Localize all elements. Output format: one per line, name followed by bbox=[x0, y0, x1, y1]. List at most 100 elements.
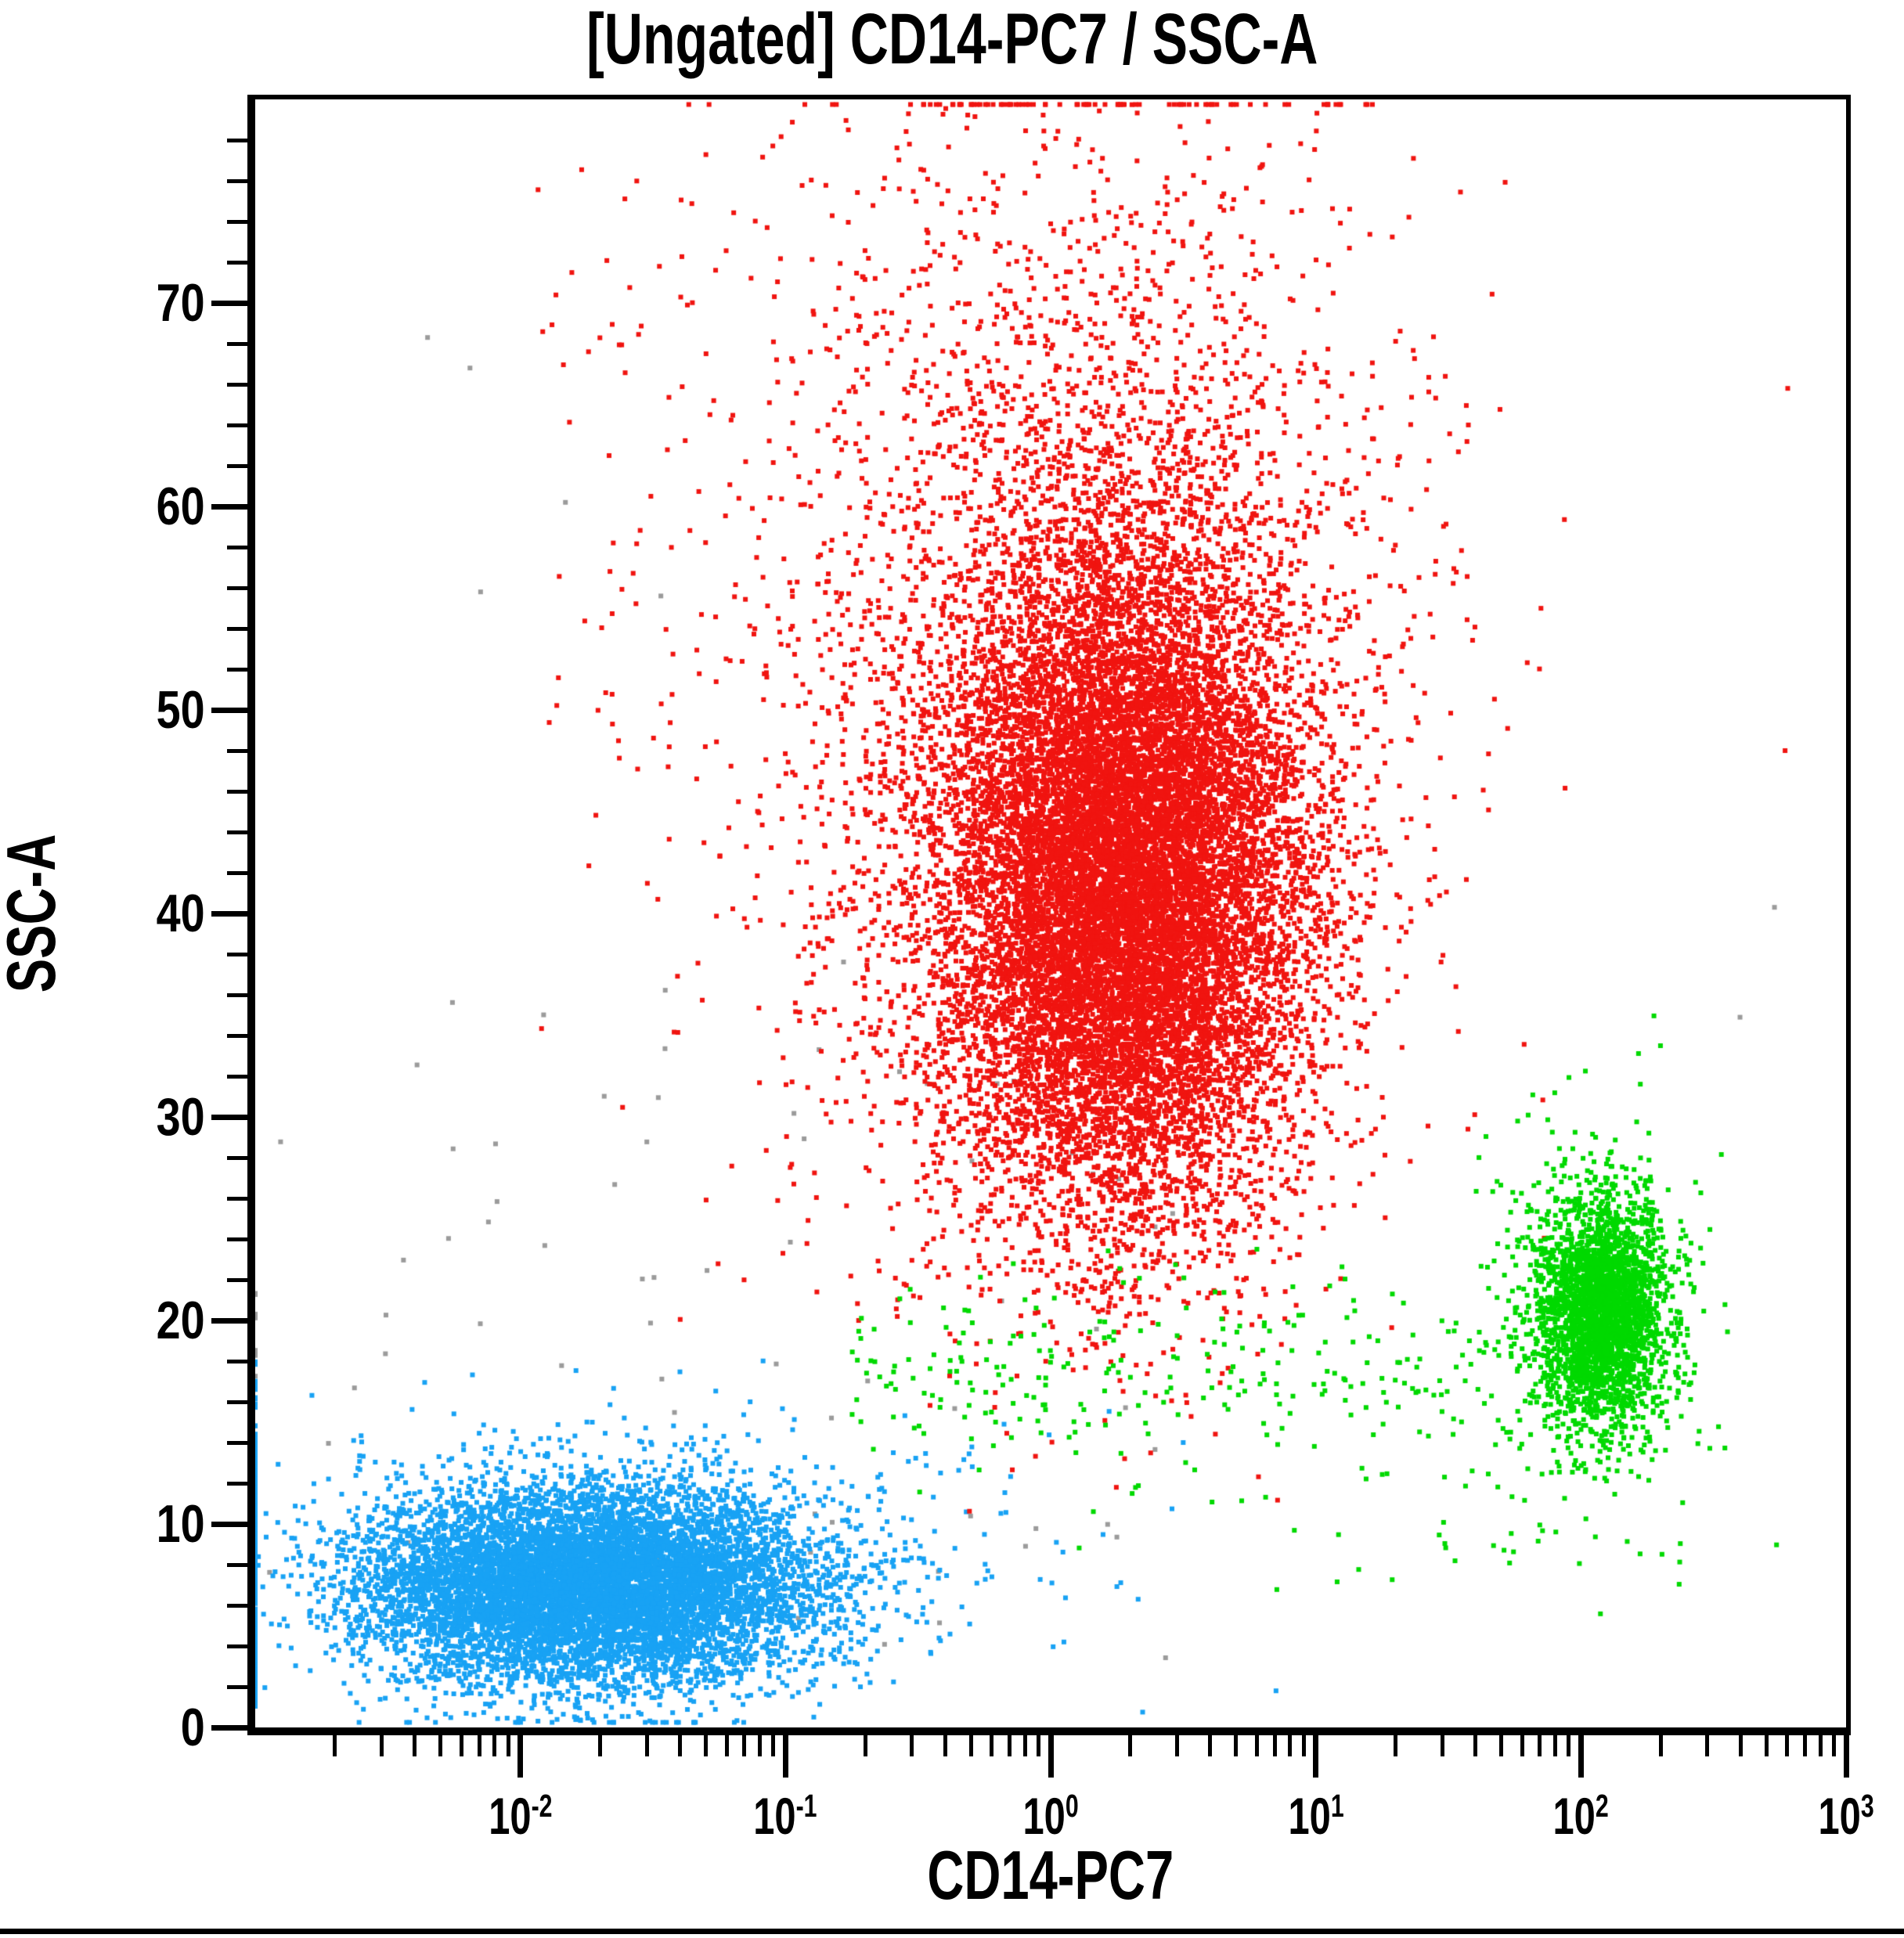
y-minor-tick bbox=[227, 830, 247, 834]
x-minor-tick bbox=[1803, 1735, 1808, 1756]
y-minor-tick bbox=[227, 382, 247, 387]
x-minor-tick bbox=[492, 1735, 497, 1756]
plot-title-text: [Ungated] CD14-PC7 / SSC-A bbox=[586, 0, 1318, 79]
y-minor-tick bbox=[227, 1440, 247, 1445]
x-minor-tick bbox=[1498, 1735, 1503, 1756]
x-minor-tick bbox=[598, 1735, 603, 1756]
y-minor-tick bbox=[227, 138, 247, 142]
y-tick-label: 60 bbox=[146, 480, 205, 533]
x-minor-tick bbox=[1567, 1735, 1571, 1756]
y-minor-tick bbox=[227, 1155, 247, 1160]
x-minor-tick bbox=[413, 1735, 417, 1756]
x-major-tick bbox=[782, 1735, 788, 1778]
plot-title: [Ungated] CD14-PC7 / SSC-A bbox=[0, 2, 1904, 77]
y-major-tick bbox=[211, 300, 247, 306]
y-minor-tick bbox=[227, 748, 247, 753]
x-minor-tick bbox=[1473, 1735, 1478, 1756]
y-axis-label-text: SSC-A bbox=[0, 834, 70, 993]
y-minor-tick bbox=[227, 585, 247, 590]
y-minor-tick bbox=[227, 463, 247, 468]
bottom-bar bbox=[0, 1929, 1904, 1934]
x-tick-exponent: -2 bbox=[531, 1787, 553, 1824]
x-tick-label: 102 bbox=[1502, 1787, 1659, 1845]
x-tick-label-text: 10-1 bbox=[753, 1787, 817, 1845]
y-tick-label-text: 30 bbox=[156, 1087, 205, 1147]
y-tick-label-text: 50 bbox=[156, 680, 205, 740]
y-minor-tick bbox=[227, 870, 247, 875]
y-major-tick bbox=[211, 910, 247, 917]
x-minor-tick bbox=[1037, 1735, 1040, 1756]
x-minor-tick bbox=[333, 1735, 337, 1756]
y-tick-label-text: 10 bbox=[156, 1494, 205, 1554]
x-tick-label-text: 10-2 bbox=[489, 1787, 553, 1845]
y-tick-label-text: 20 bbox=[156, 1291, 205, 1350]
y-tick-label-text: 70 bbox=[156, 273, 205, 333]
y-tick-label-text: 40 bbox=[156, 884, 205, 943]
x-tick-label: 101 bbox=[1238, 1787, 1394, 1845]
x-minor-tick bbox=[1008, 1735, 1012, 1756]
y-major-tick bbox=[211, 1317, 247, 1324]
y-minor-tick bbox=[227, 992, 247, 997]
x-minor-tick bbox=[742, 1735, 747, 1756]
x-minor-tick bbox=[863, 1735, 867, 1756]
x-minor-tick bbox=[1301, 1735, 1306, 1756]
y-minor-tick bbox=[227, 545, 247, 549]
x-minor-tick bbox=[1234, 1735, 1239, 1756]
x-minor-tick bbox=[438, 1735, 443, 1756]
y-minor-tick bbox=[227, 1277, 247, 1282]
x-tick-exponent: 2 bbox=[1596, 1787, 1609, 1824]
x-minor-tick bbox=[724, 1735, 729, 1756]
y-major-tick bbox=[211, 707, 247, 713]
y-tick-label: 0 bbox=[175, 1701, 205, 1754]
x-minor-tick bbox=[1553, 1735, 1557, 1756]
y-major-tick bbox=[211, 503, 247, 510]
y-minor-tick bbox=[227, 260, 247, 265]
x-minor-tick bbox=[644, 1735, 649, 1756]
x-tick-label: 103 bbox=[1768, 1789, 1904, 1842]
x-tick-label-text: 100 bbox=[1022, 1787, 1079, 1845]
x-minor-tick bbox=[1440, 1735, 1444, 1756]
x-minor-tick bbox=[1832, 1735, 1836, 1756]
x-minor-tick bbox=[1658, 1735, 1663, 1756]
x-major-tick bbox=[1843, 1735, 1849, 1778]
y-major-tick bbox=[211, 1114, 247, 1120]
y-minor-tick bbox=[227, 219, 247, 224]
y-minor-tick bbox=[227, 423, 247, 427]
x-minor-tick bbox=[1022, 1735, 1027, 1756]
x-minor-tick bbox=[380, 1735, 384, 1756]
y-minor-tick bbox=[227, 178, 247, 183]
x-minor-tick bbox=[943, 1735, 947, 1756]
y-axis-label: SSC-A bbox=[0, 806, 70, 1021]
x-major-tick bbox=[1048, 1735, 1054, 1778]
x-tick-label-text: 102 bbox=[1552, 1787, 1609, 1845]
y-tick-label-text: 60 bbox=[156, 477, 205, 536]
y-minor-tick bbox=[227, 789, 247, 794]
plot-area bbox=[247, 95, 1851, 1735]
x-minor-tick bbox=[1520, 1735, 1524, 1756]
x-minor-tick bbox=[1288, 1735, 1293, 1756]
y-tick-label: 50 bbox=[146, 683, 205, 737]
x-minor-tick bbox=[1175, 1735, 1180, 1756]
x-minor-tick bbox=[968, 1735, 973, 1756]
y-minor-tick bbox=[227, 667, 247, 672]
x-tick-exponent: 0 bbox=[1065, 1787, 1079, 1824]
y-tick-label: 40 bbox=[146, 887, 205, 940]
y-minor-tick bbox=[227, 1684, 247, 1689]
y-major-tick bbox=[211, 1724, 247, 1731]
x-minor-tick bbox=[703, 1735, 708, 1756]
x-minor-tick bbox=[990, 1735, 994, 1756]
x-major-tick bbox=[1313, 1735, 1319, 1778]
x-minor-tick bbox=[771, 1735, 776, 1756]
x-minor-tick bbox=[1394, 1735, 1398, 1756]
x-minor-tick bbox=[1818, 1735, 1823, 1756]
x-tick-exponent: 1 bbox=[1330, 1787, 1344, 1824]
x-minor-tick bbox=[1738, 1735, 1743, 1756]
x-tick-exponent: -1 bbox=[796, 1787, 817, 1824]
x-tick-label: 10-1 bbox=[707, 1787, 864, 1845]
y-tick-label-text: 0 bbox=[180, 1698, 205, 1757]
y-minor-tick bbox=[227, 1562, 247, 1567]
x-tick-label-text: 101 bbox=[1288, 1787, 1344, 1845]
y-major-tick bbox=[211, 1521, 247, 1527]
y-minor-tick bbox=[227, 341, 247, 346]
x-minor-tick bbox=[460, 1735, 464, 1756]
